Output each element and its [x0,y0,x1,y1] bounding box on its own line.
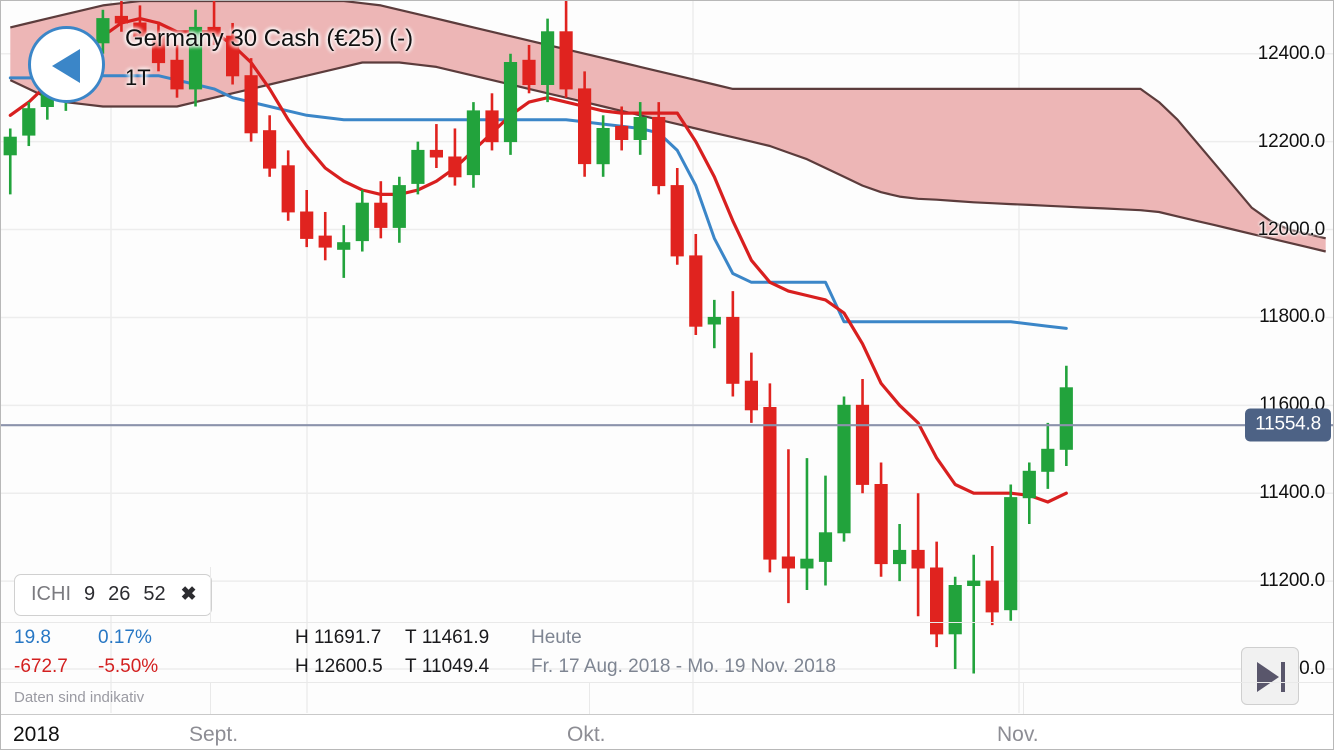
low-value: T 11049.4 [405,656,525,678]
high-label: H [295,655,309,677]
info-vline-3 [589,682,590,714]
change-percent: -5.50% [98,655,159,677]
quote-row-today: 19.8 0.17% H 11691.7 T 11461.9 Heute [1,623,1333,652]
close-icon[interactable]: ✖ [180,584,197,605]
time-axis-tick: 2018 [13,723,60,746]
info-vline-1 [210,567,211,623]
price-axis-label: 12000.0 [1257,218,1325,240]
current-price-badge: 11554.8 [1245,408,1331,442]
skip-to-end-bar-icon [1281,662,1285,692]
high-value: H 11691.7 [210,627,405,649]
time-axis-tick: Okt. [567,723,606,746]
indicator-param-2: 26 [108,583,131,605]
quote-info-panel: 19.8 0.17% H 11691.7 T 11461.9 Heute -67… [1,623,1333,681]
indicator-name: ICHI [31,583,71,605]
price-axis-label: 11800.0 [1259,306,1325,328]
info-divider-bottom [1,682,1333,683]
skip-to-end-icon [1257,662,1279,692]
indicator-param-1: 9 [84,583,96,605]
change-percent: 0.17% [98,626,152,648]
high-number: 12600.5 [314,655,383,677]
indicator-chip-ichimoku[interactable]: ICHI 9 26 52 ✖ [14,574,212,616]
change-value: -672.7 [14,655,68,677]
low-value: T 11461.9 [405,627,525,649]
high-label: H [295,626,309,648]
chart-plot-area[interactable] [1,1,1333,713]
disclaimer-text: Daten sind indikativ [14,689,145,706]
skip-to-end-button[interactable] [1241,647,1299,705]
time-axis[interactable]: 2018 Sept. Okt. Nov. [1,714,1333,749]
previous-page-button[interactable] [28,26,105,103]
low-label: T [405,655,417,677]
time-axis-tick: Sept. [189,723,239,746]
period-label: Fr. 17 Aug. 2018 - Mo. 19 Nov. 2018 [531,655,836,677]
info-divider-top [1,622,1333,623]
low-label: T [405,626,417,648]
high-value: H 12600.5 [210,656,405,678]
period-label: Heute [531,626,582,648]
indicator-param-3: 52 [143,583,166,605]
price-axis-label: 11200.0 [1259,570,1325,592]
low-number: 11461.9 [421,626,490,648]
low-number: 11049.4 [421,655,490,677]
candlestick-chart-svg [1,1,1333,713]
quote-row-period: -672.7 -5.50% H 12600.5 T 11049.4 Fr. 17… [1,652,1333,681]
info-vline-2 [210,682,211,714]
price-axis-label: 11400.0 [1259,482,1325,504]
time-axis-tick: Nov. [997,723,1039,746]
price-axis-label: 12400.0 [1257,42,1325,64]
high-number: 11691.7 [314,626,382,648]
back-triangle-icon [52,49,80,83]
price-axis-label: 12200.0 [1257,130,1325,152]
change-value: 19.8 [14,626,51,648]
info-vline-4 [1023,682,1024,714]
